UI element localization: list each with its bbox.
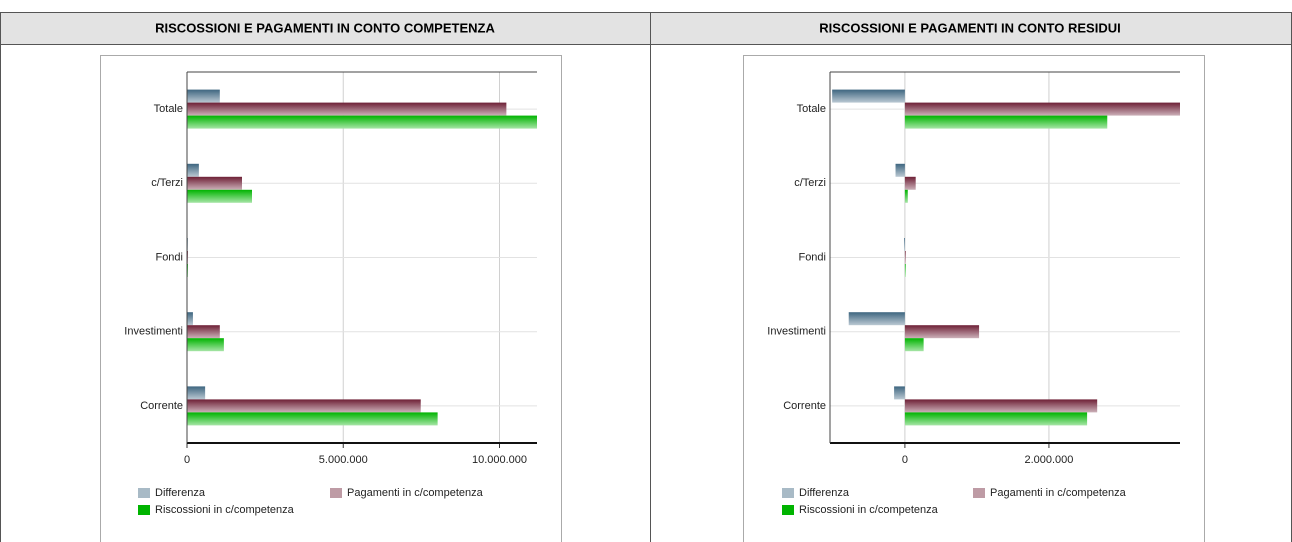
bar (187, 189, 252, 203)
legend-swatch (973, 488, 985, 498)
bar (904, 325, 980, 339)
y-tick-label: Fondi (798, 251, 826, 263)
bar (848, 312, 905, 326)
legend-label: Riscossioni in c/competenza (155, 504, 295, 516)
legend-swatch (138, 488, 150, 498)
bar (904, 238, 905, 251)
bar (895, 163, 905, 177)
bar (187, 89, 220, 103)
x-tick-label: 0 (902, 454, 908, 466)
chart-title: RISCOSSIONI E PAGAMENTI IN CONTO COMPETE… (155, 20, 495, 35)
chart-panel (743, 55, 1205, 542)
bar (904, 189, 908, 203)
bar (904, 176, 916, 190)
bar (187, 412, 438, 426)
bar (187, 163, 199, 177)
legend-swatch (782, 488, 794, 498)
x-tick-label: 0 (184, 454, 190, 466)
legend-label: Differenza (155, 487, 206, 499)
bar (187, 102, 507, 116)
y-tick-label: Investimenti (767, 326, 826, 338)
y-tick-label: Fondi (155, 251, 183, 263)
y-tick-label: Corrente (783, 400, 826, 412)
x-tick-label: 5.000.000 (319, 454, 368, 466)
bar (904, 264, 906, 277)
bar (904, 102, 1180, 116)
bar (187, 176, 242, 190)
bar (894, 386, 905, 400)
legend-label: Pagamenti in c/competenza (347, 487, 484, 499)
bar (187, 312, 193, 326)
y-tick-label: c/Terzi (151, 177, 183, 189)
bar (904, 115, 1108, 129)
legend-label: Differenza (799, 487, 850, 499)
header-row (0, 12, 1292, 45)
bar (187, 399, 421, 413)
legend-label: Riscossioni in c/competenza (799, 504, 939, 516)
y-tick-label: c/Terzi (794, 177, 826, 189)
y-tick-label: Investimenti (124, 326, 183, 338)
bar (187, 338, 224, 352)
legend-label: Pagamenti in c/competenza (990, 487, 1127, 499)
x-tick-label: 10.000.000 (472, 454, 527, 466)
legend-swatch (330, 488, 342, 498)
bar (904, 338, 924, 352)
legend-swatch (138, 505, 150, 515)
y-tick-label: Totale (797, 103, 826, 115)
legend-swatch (782, 505, 794, 515)
chart-title: RISCOSSIONI E PAGAMENTI IN CONTO RESIDUI (819, 20, 1120, 35)
x-tick-label: 2.000.000 (1024, 454, 1073, 466)
bar (187, 386, 206, 400)
bar (187, 115, 537, 129)
bar (904, 251, 906, 264)
y-tick-label: Totale (154, 103, 183, 115)
bar (904, 399, 1098, 413)
bar (832, 89, 905, 103)
y-tick-label: Corrente (140, 400, 183, 412)
bar (187, 325, 220, 339)
bar (904, 412, 1088, 426)
chart-panel (100, 55, 562, 542)
